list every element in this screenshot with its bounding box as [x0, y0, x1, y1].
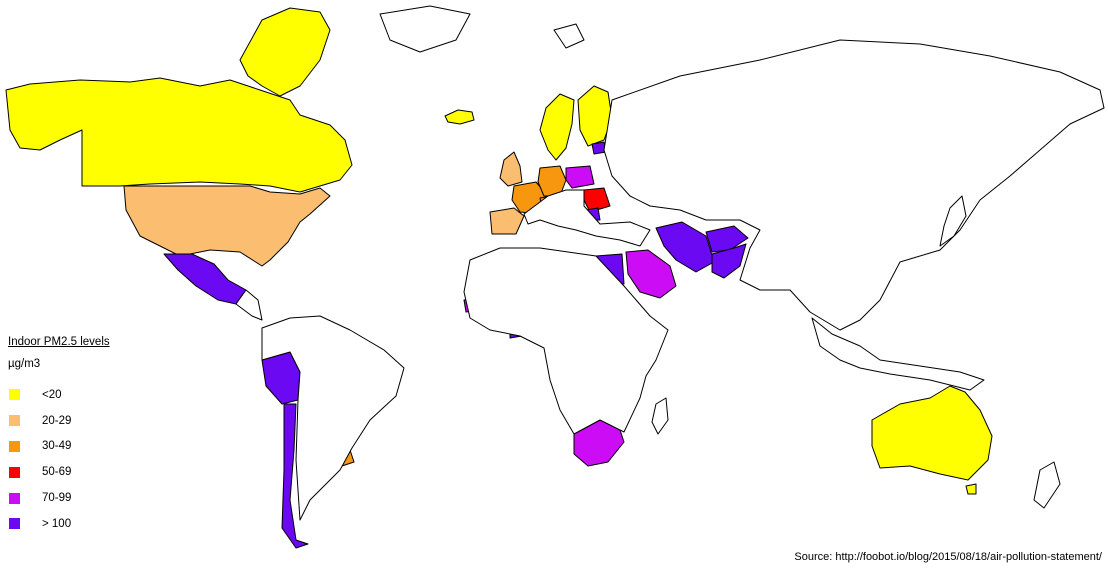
landmass-russia-asia [603, 39, 1105, 331]
legend-swatch [9, 389, 20, 401]
country-iran [655, 221, 715, 273]
legend-label: 20-29 [42, 414, 72, 427]
legend-swatch [9, 466, 20, 478]
country-greenland [239, 7, 331, 97]
country-afghanistan [705, 225, 749, 253]
landmass-madagascar [651, 397, 669, 435]
landmass-southeast-asia [811, 317, 985, 391]
legend-unit: µg/m3 [8, 358, 41, 370]
legend-label: 50-69 [42, 466, 72, 479]
country-saudi-arabia [625, 249, 677, 299]
legend-label: <20 [42, 388, 62, 401]
landmass-europe-rest [523, 189, 651, 247]
country-australia [871, 385, 993, 481]
landmass-africa [463, 247, 669, 435]
country-poland [565, 165, 595, 189]
legend-swatch [9, 440, 20, 452]
country-iceland [444, 109, 475, 125]
map-legend: Indoor PM2.5 levels µg/m3 <20 20-29 30-4… [8, 336, 158, 537]
landmass-south-america-rest [261, 315, 405, 521]
legend-swatch [9, 492, 20, 504]
country-mexico [163, 253, 247, 305]
country-pakistan [711, 243, 747, 279]
country-united-kingdom [499, 151, 523, 187]
legend-item: <20 [8, 382, 158, 408]
legend-title: Indoor PM2.5 levels [8, 336, 110, 348]
legend-item: 70-99 [8, 485, 158, 511]
source-note: Source: http://foobot.io/blog/2015/08/18… [794, 551, 1102, 563]
country-sweden [539, 93, 575, 161]
landmass-arctic-islands [379, 5, 471, 53]
landmass-svalbard [553, 23, 585, 49]
legend-item: 20-29 [8, 408, 158, 434]
legend-label: > 100 [42, 517, 72, 530]
country-spain [489, 207, 525, 235]
legend-item: 50-69 [8, 459, 158, 485]
country-canada [5, 77, 353, 193]
landmass-japan [939, 195, 967, 247]
country-tasmania [965, 483, 977, 495]
legend-item: > 100 [8, 511, 158, 537]
legend-label: 30-49 [42, 440, 72, 453]
legend-swatch [9, 415, 20, 427]
legend-item: 30-49 [8, 434, 158, 460]
landmass-central-america [235, 289, 263, 321]
country-united-states [123, 185, 331, 267]
country-chile [281, 403, 309, 549]
legend-swatch [9, 518, 20, 530]
legend-label: 70-99 [42, 492, 72, 505]
legend-items: <20 20-29 30-49 50-69 70-99 > 100 [8, 382, 158, 537]
landmass-new-zealand [1033, 461, 1061, 509]
